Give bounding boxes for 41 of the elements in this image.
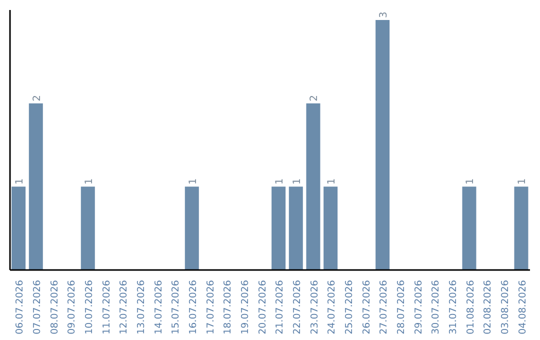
x-tick-label: 09.07.2026: [66, 280, 78, 334]
x-tick-label: 19.07.2026: [240, 280, 251, 334]
x-tick-label: 17.07.2026: [205, 280, 216, 334]
data-label: 1: [465, 178, 476, 185]
x-tick-label: 03.08.2026: [500, 280, 511, 334]
x-tick-label: 04.08.2026: [517, 280, 528, 334]
x-tick-label: 13.07.2026: [136, 280, 147, 334]
x-tick-label: 23.07.2026: [309, 280, 320, 334]
data-label: 1: [14, 178, 26, 185]
x-tick-label: 10.07.2026: [84, 280, 95, 334]
x-tick-label: 24.07.2026: [326, 280, 338, 334]
x-tick-label: 16.07.2026: [188, 280, 199, 334]
x-tick-label: 27.07.2026: [378, 280, 390, 334]
x-tick-label: 15.07.2026: [170, 280, 182, 334]
x-tick-label: 06.07.2026: [14, 280, 26, 334]
x-tick-label: 14.07.2026: [153, 280, 164, 334]
x-tick-label: 26.07.2026: [361, 280, 372, 334]
x-tick-label: 20.07.2026: [257, 280, 268, 334]
data-label: 1: [517, 178, 528, 185]
x-tick-label: 22.07.2026: [292, 280, 303, 334]
data-label: 1: [84, 178, 95, 185]
x-tick-label: 18.07.2026: [222, 280, 234, 334]
x-tick-label: 08.07.2026: [49, 280, 60, 334]
data-label: 1: [188, 178, 199, 185]
data-label: 1: [274, 178, 286, 185]
x-tick-label: 25.07.2026: [344, 280, 355, 334]
x-tick-label: 21.07.2026: [274, 280, 286, 334]
x-tick-label: 30.07.2026: [430, 280, 442, 334]
x-tick-label: 11.07.2026: [101, 280, 112, 334]
data-label: 2: [32, 94, 43, 102]
x-tick-label: 12.07.2026: [118, 280, 130, 334]
x-tick-label: 07.07.2026: [32, 280, 43, 334]
data-label: 1: [292, 178, 303, 185]
x-tick-label: 28.07.2026: [396, 280, 407, 334]
x-tick-label: 01.08.2026: [465, 280, 476, 334]
data-label: 3: [378, 12, 390, 18]
x-tick-label: 02.08.2026: [482, 280, 494, 334]
data-label: 1: [326, 178, 338, 185]
x-tick-label: 29.07.2026: [413, 280, 424, 334]
x-tick-label: 31.07.2026: [448, 280, 459, 334]
data-label: 2: [309, 94, 320, 102]
